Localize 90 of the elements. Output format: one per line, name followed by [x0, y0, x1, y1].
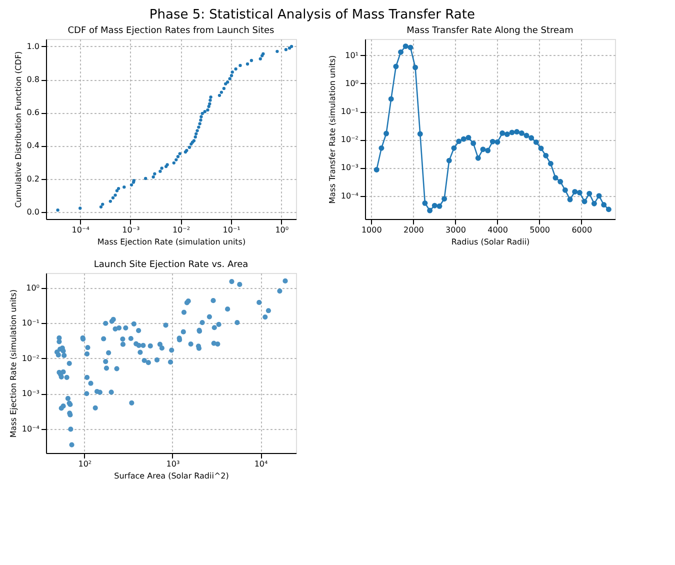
point: [567, 196, 573, 202]
point: [475, 155, 481, 161]
point: [402, 44, 408, 49]
point: [552, 175, 558, 180]
point: [543, 152, 549, 158]
point: [576, 190, 582, 196]
y-tick-label: 10⁻²: [22, 354, 40, 363]
point: [601, 202, 607, 208]
point: [408, 44, 414, 50]
chart-title: Mass Transfer Rate Along the Stream: [406, 26, 574, 36]
x-axis-title: Mass Ejection Rate (simulation units): [97, 238, 246, 246]
chart-title: CDF of Mass Ejection Rates from Launch Sites: [68, 26, 275, 36]
y-axis-title: Mass Ejection Rate (simulation units): [8, 289, 18, 438]
y-tick-label: 10⁻³: [22, 389, 40, 398]
x-tick-label: 3000: [446, 226, 466, 234]
y-tick-label: 0.8: [26, 75, 40, 84]
y-tick-label: 1.0: [26, 42, 40, 51]
point: [451, 145, 457, 151]
point: [422, 200, 428, 206]
point: [460, 136, 466, 142]
x-tick-label: 10⁴: [254, 460, 268, 468]
point: [398, 49, 404, 55]
point: [388, 96, 394, 102]
point: [528, 135, 534, 141]
point: [562, 187, 568, 193]
x-axis-title: Surface Area (Solar Radii^2): [114, 472, 229, 480]
point: [533, 139, 539, 145]
point: [494, 139, 500, 145]
text: Phase 5: Statistical Analysis of Mass Transfer Rate: [149, 8, 475, 22]
point: [548, 160, 554, 166]
point: [606, 206, 612, 212]
y-tick-label: 10¹: [345, 50, 358, 60]
x-tick-label: 2000: [404, 226, 424, 234]
point: [378, 145, 384, 151]
point: [514, 129, 520, 135]
y-tick-label: 10⁰: [26, 283, 40, 292]
x-tick-label: 1000: [361, 226, 382, 234]
point: [442, 196, 448, 202]
y-tick-label: 10⁻³: [340, 163, 358, 172]
point: [485, 148, 491, 154]
y-tick-label: 0.4: [26, 141, 40, 150]
y-tick-label: 10⁰: [345, 78, 358, 88]
point: [524, 132, 530, 138]
x-tick-label: 10⁰: [275, 226, 289, 234]
point: [427, 208, 433, 214]
point: [500, 130, 506, 136]
y-tick-label: 10⁻²: [340, 135, 358, 144]
x-tick-label: 10⁻¹: [222, 226, 240, 234]
point: [518, 130, 524, 136]
point: [591, 200, 597, 206]
x-tick-label: 6000: [572, 226, 592, 234]
point: [412, 64, 418, 70]
point: [432, 202, 438, 208]
point: [466, 134, 472, 140]
x-tick-label: 10⁻²: [172, 226, 190, 234]
point: [572, 189, 578, 194]
point: [436, 203, 442, 209]
point: [558, 178, 564, 184]
x-tick-label: 10³: [166, 460, 180, 468]
point: [384, 130, 390, 136]
y-tick-label: 0.2: [26, 174, 40, 184]
x-axis-title: Radius (Solar Radii): [451, 238, 530, 246]
x-tick-label: 4000: [488, 226, 508, 234]
point: [480, 146, 486, 152]
point: [490, 138, 496, 144]
point: [417, 131, 423, 137]
x-tick-label: 5000: [530, 226, 550, 234]
y-axis-title: Mass Transfer Rate (simulation units): [328, 55, 337, 204]
point: [393, 64, 399, 70]
y-axis-title: Cumulative Distribution Function (CDF): [14, 51, 23, 208]
y-tick-label: 10⁻¹: [340, 107, 358, 116]
point: [374, 166, 380, 172]
point: [586, 190, 592, 196]
y-tick-label: 10⁻⁴: [340, 191, 358, 200]
point: [509, 130, 515, 136]
y-tick-label: 10⁻¹: [22, 318, 40, 328]
point: [456, 138, 462, 144]
point: [504, 132, 510, 138]
y-tick-label: 10⁻⁴: [22, 424, 40, 434]
x-tick-label: 10⁻⁴: [72, 226, 90, 234]
point: [470, 140, 476, 146]
x-tick-label: 10²: [78, 460, 92, 468]
y-tick-label: 0.6: [26, 108, 40, 118]
y-tick-label: 0.0: [26, 207, 40, 216]
x-tick-label: 10⁻³: [122, 226, 140, 234]
chart-title: Launch Site Ejection Rate vs. Area: [94, 260, 248, 270]
point: [446, 158, 452, 164]
point: [596, 193, 602, 199]
point: [538, 146, 544, 152]
point: [582, 198, 588, 204]
